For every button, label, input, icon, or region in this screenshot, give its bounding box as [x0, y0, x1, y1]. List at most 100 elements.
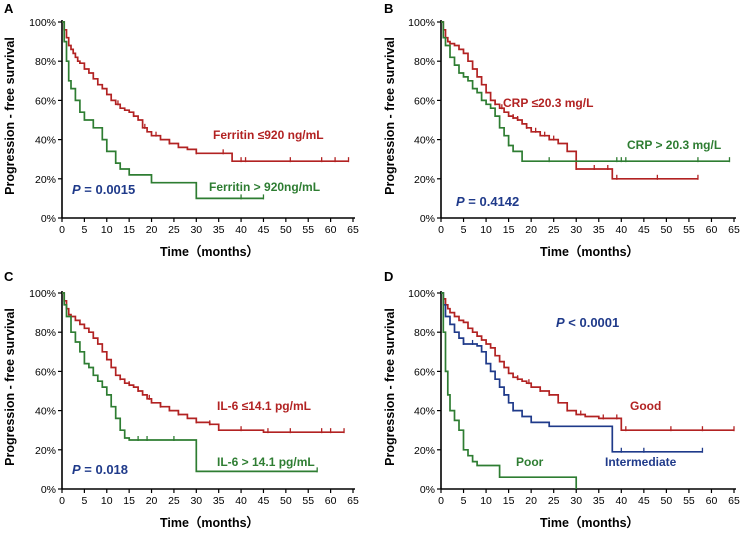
x-tick-label: 35: [593, 224, 605, 236]
y-tick-label: 60%: [35, 366, 56, 378]
x-tick-label: 30: [570, 495, 582, 507]
x-axis-label: Time（months）: [160, 515, 259, 530]
x-tick-label: 5: [461, 495, 467, 507]
x-tick-label: 10: [101, 224, 113, 236]
y-tick-label: 20%: [35, 174, 56, 186]
series-label-intermediate: Intermediate: [605, 455, 677, 469]
series-label-ferritin-920-ng-ml: Ferritin ≤920 ng/mL: [213, 128, 324, 142]
x-tick-label: 10: [480, 495, 492, 507]
x-tick-label: 30: [190, 224, 202, 236]
x-tick-label: 50: [280, 224, 292, 236]
x-tick-label: 45: [638, 495, 650, 507]
panel-label: C: [4, 269, 14, 284]
series-label-il-6-14-1-pg-ml: IL-6 > 14.1 pg/mL: [217, 455, 315, 469]
x-tick-label: 25: [548, 495, 560, 507]
x-tick-label: 55: [683, 495, 695, 507]
y-tick-label: 20%: [414, 445, 435, 457]
y-tick-label: 100%: [29, 288, 56, 300]
x-tick-label: 45: [258, 495, 270, 507]
y-tick-label: 60%: [414, 95, 435, 107]
panel-label: D: [384, 269, 393, 284]
y-tick-label: 0%: [420, 213, 435, 225]
y-axis-label: Progression - free survival: [383, 37, 397, 195]
panel-c: C 0% 20% 40% 60% 80% 100% 0 5 10 15 20 25 30 35 40 45 50 5…: [3, 269, 359, 530]
y-tick-label: 80%: [414, 327, 435, 339]
x-tick-label: 0: [438, 495, 444, 507]
x-axis-label: Time（months）: [540, 244, 639, 259]
x-tick-label: 40: [235, 495, 247, 507]
y-tick-label: 0%: [41, 213, 56, 225]
x-tick-label: 25: [168, 495, 180, 507]
y-tick-label: 40%: [414, 406, 435, 418]
y-tick-label: 60%: [414, 366, 435, 378]
x-tick-label: 60: [706, 224, 718, 236]
y-tick-label: 0%: [41, 484, 56, 496]
x-tick-label: 35: [593, 495, 605, 507]
x-tick-label: 0: [59, 495, 65, 507]
x-tick-label: 5: [81, 495, 87, 507]
y-axis-label: Progression - free survival: [3, 37, 17, 195]
panel-b: B 0% 20% 40% 60% 80% 100% 0 5 10 15 20 25 30 35 40 45 50 5…: [383, 1, 740, 259]
x-tick-label: 15: [123, 224, 135, 236]
y-tick-label: 80%: [35, 56, 56, 68]
x-tick-label: 20: [146, 495, 158, 507]
x-axis-label: Time（months）: [160, 244, 259, 259]
panel-label: B: [384, 1, 393, 16]
x-tick-label: 35: [213, 224, 225, 236]
x-tick-label: 50: [280, 495, 292, 507]
x-tick-label: 10: [101, 495, 113, 507]
p-value: P = 0.018: [72, 462, 128, 477]
x-tick-label: 60: [325, 224, 337, 236]
x-tick-label: 60: [706, 495, 718, 507]
x-tick-label: 40: [615, 495, 627, 507]
series-line-il-6-14-1-pg-ml: [62, 292, 344, 434]
x-tick-label: 35: [213, 495, 225, 507]
y-tick-label: 100%: [408, 17, 435, 29]
x-tick-label: 5: [81, 224, 87, 236]
x-tick-label: 65: [728, 495, 740, 507]
series-label-crp-20-3-mg-l: CRP ≤20.3 mg/L: [503, 96, 593, 110]
x-tick-label: 55: [302, 224, 314, 236]
y-tick-label: 0%: [420, 484, 435, 496]
p-value: P = 0.4142: [456, 194, 519, 209]
x-tick-label: 65: [728, 224, 740, 236]
series-label-poor: Poor: [516, 455, 544, 469]
x-tick-label: 30: [570, 224, 582, 236]
x-tick-label: 60: [325, 495, 337, 507]
series-label-ferritin-920ng-ml: Ferritin > 920ng/mL: [209, 180, 320, 194]
y-tick-label: 80%: [35, 327, 56, 339]
series-line-il-6-14-1-pg-ml: [62, 292, 318, 473]
x-axis-label: Time（months）: [540, 515, 639, 530]
x-tick-label: 50: [661, 495, 673, 507]
x-tick-label: 55: [302, 495, 314, 507]
x-tick-label: 20: [146, 224, 158, 236]
y-axis-label: Progression - free survival: [3, 308, 17, 466]
x-tick-label: 0: [438, 224, 444, 236]
panel-label: A: [4, 1, 14, 16]
y-tick-label: 40%: [35, 406, 56, 418]
x-tick-label: 55: [683, 224, 695, 236]
x-tick-label: 50: [661, 224, 673, 236]
x-tick-label: 40: [235, 224, 247, 236]
y-tick-label: 20%: [35, 445, 56, 457]
y-tick-label: 100%: [408, 288, 435, 300]
x-tick-label: 40: [615, 224, 627, 236]
x-tick-label: 65: [347, 495, 359, 507]
series-label-good: Good: [630, 399, 661, 413]
series-line-poor: [441, 292, 578, 489]
x-tick-label: 45: [258, 224, 270, 236]
series-line-crp-20-3-mg-l: [441, 21, 730, 163]
series-line-ferritin-920ng-ml: [62, 21, 264, 200]
series-line-good: [441, 292, 734, 432]
series-label-crp-20-3-mg-l: CRP > 20.3 mg/L: [627, 138, 721, 152]
x-tick-label: 20: [525, 495, 537, 507]
series-label-il-6-14-1-pg-ml: IL-6 ≤14.1 pg/mL: [217, 399, 311, 413]
x-tick-label: 65: [347, 224, 359, 236]
x-tick-label: 5: [461, 224, 467, 236]
x-tick-label: 25: [168, 224, 180, 236]
series-line-intermediate: [441, 292, 703, 453]
x-tick-label: 10: [480, 224, 492, 236]
p-value: P = 0.0015: [72, 182, 135, 197]
y-tick-label: 60%: [35, 95, 56, 107]
panel-d: D 0% 20% 40% 60% 80% 100% 0 5 10 15 20 25 30 35 40 45 50 5…: [383, 269, 740, 530]
